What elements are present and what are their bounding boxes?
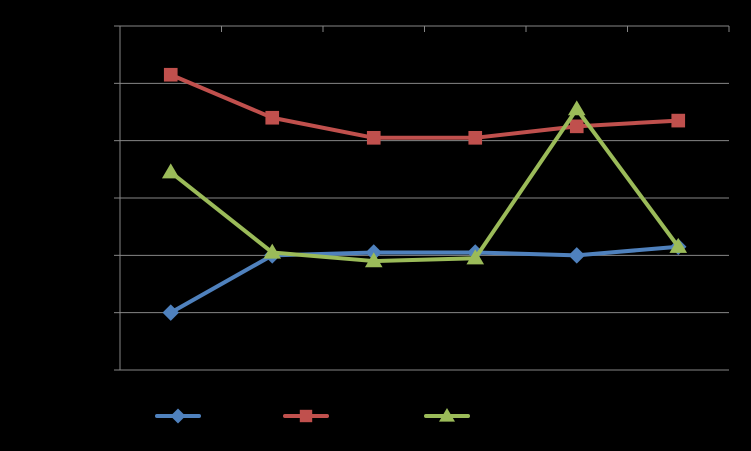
series-line (168, 107, 681, 264)
data-point (162, 304, 179, 321)
legend-marker (170, 408, 186, 424)
series-3 (161, 100, 688, 268)
axes (114, 25, 730, 371)
data-point (263, 243, 282, 259)
data-point (671, 113, 686, 128)
series-2 (163, 67, 686, 145)
legend-entry-2 (283, 409, 329, 423)
legend-entry-3 (424, 408, 470, 422)
data-point (468, 130, 483, 145)
data-point (161, 163, 180, 179)
series-line (168, 72, 681, 140)
data-point (569, 119, 584, 134)
legend-marker (299, 409, 313, 423)
legend-marker (439, 408, 455, 422)
data-point (265, 110, 280, 125)
data-point (366, 130, 381, 145)
data-point (466, 249, 485, 265)
data-point (364, 252, 383, 268)
data-point (669, 237, 688, 253)
series-line (168, 244, 681, 315)
series-group (161, 67, 688, 321)
data-point (163, 67, 178, 82)
legend (155, 408, 470, 424)
legend-entry-1 (155, 408, 201, 424)
data-point (567, 100, 586, 116)
data-point (568, 247, 585, 264)
